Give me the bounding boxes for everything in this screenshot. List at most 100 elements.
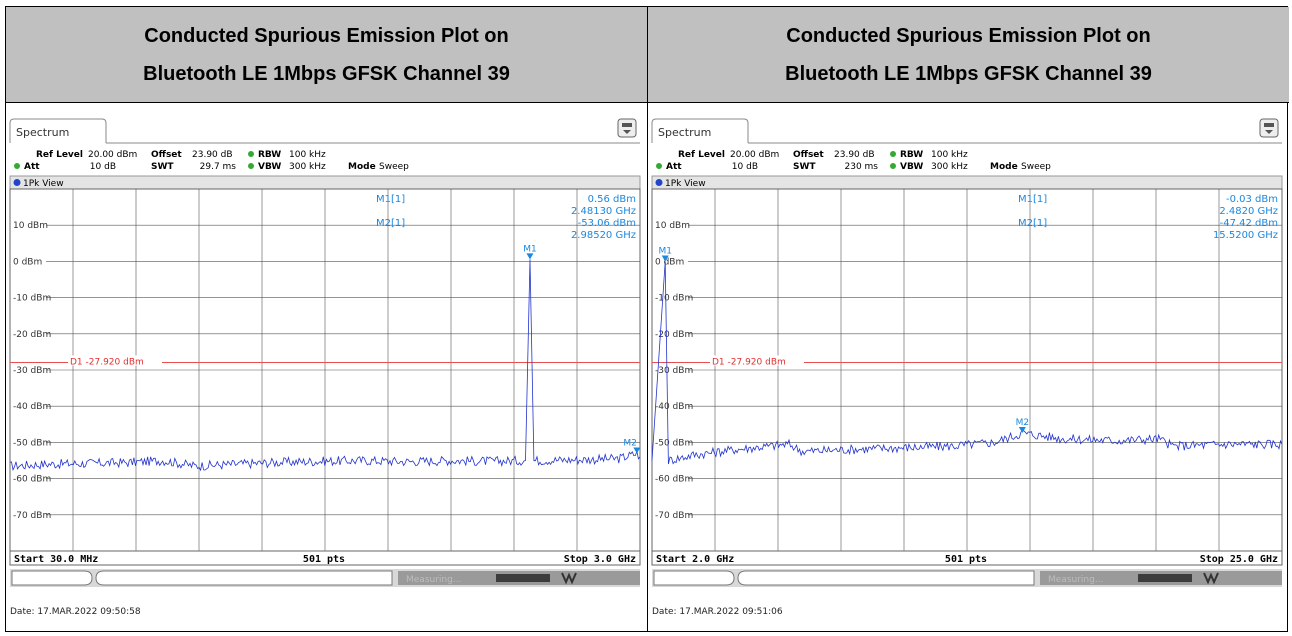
att-label: Att xyxy=(666,162,682,172)
trace-1 xyxy=(651,261,1283,465)
ref-level-value: 20.00 dBm xyxy=(88,150,137,160)
panel-title-line2: Bluetooth LE 1Mbps GFSK Channel 39 xyxy=(785,62,1152,85)
rbw-value: 100 kHz xyxy=(931,150,968,160)
display-config-icon[interactable] xyxy=(617,118,637,138)
swt-label: SWT xyxy=(151,162,174,172)
y-tick-label: -60 dBm xyxy=(13,475,51,485)
display-config-icon-bar xyxy=(622,123,632,127)
spectrum-tab-label[interactable]: Spectrum xyxy=(658,126,711,139)
spectrum-analyzer-display: Spectrum Ref Level 20.00 dBm Offset 23.90 dB… xyxy=(651,118,1283,617)
display-line-label-bg xyxy=(68,355,162,366)
vbw-label: VBW xyxy=(258,162,281,172)
marker-m1-point xyxy=(526,253,534,260)
marker-readout-frequency: 2.48130 GHz xyxy=(571,206,636,217)
y-tick-label: 0 dBm xyxy=(13,257,42,267)
panel-title-line1: Conducted Spurious Emission Plot on xyxy=(144,24,509,47)
progress-bar-icon xyxy=(496,574,550,582)
coupled-indicator-icon xyxy=(248,151,254,157)
chevron-down-icon xyxy=(623,130,631,134)
display-config-icon[interactable] xyxy=(1259,118,1279,138)
vbw-value: 300 kHz xyxy=(289,162,326,172)
panel-title-line2: Bluetooth LE 1Mbps GFSK Channel 39 xyxy=(143,62,510,85)
coupled-indicator-icon xyxy=(248,163,254,169)
marker-readout-level: -53.06 dBm xyxy=(578,218,636,229)
panel-header: Conducted Spurious Emission Plot on Blue… xyxy=(6,7,647,103)
y-tick-label: -30 dBm xyxy=(655,366,693,376)
y-tick-label: -40 dBm xyxy=(13,402,51,412)
marker-m1-label: M1 xyxy=(658,247,672,257)
rbw-value: 100 kHz xyxy=(289,150,326,160)
trace-indicator-icon xyxy=(13,179,21,186)
ref-level-value: 20.00 dBm xyxy=(730,150,779,160)
marker-m1-point xyxy=(661,255,669,262)
spectrum-analyzer-display: Spectrum Ref Level 20.00 dBm Offset 23.90 dB… xyxy=(9,118,641,617)
y-tick-label: -70 dBm xyxy=(13,511,51,521)
coupled-indicator-icon xyxy=(656,163,662,169)
y-tick-label: 10 dBm xyxy=(655,221,690,231)
panel-title-line1: Conducted Spurious Emission Plot on xyxy=(786,24,1151,47)
mode-label: Mode xyxy=(348,162,376,172)
ref-level-label: Ref Level xyxy=(678,150,725,160)
marker-readout-name: M2[1] xyxy=(1018,218,1047,229)
spectrum-screenshot: Spectrum Ref Level 20.00 dBm Offset 23.90 dB… xyxy=(648,103,1289,631)
y-tick-label: -60 dBm xyxy=(655,475,693,485)
y-tick-label: -50 dBm xyxy=(655,438,693,448)
offset-value: 23.90 dB xyxy=(834,150,875,160)
status-field-1[interactable] xyxy=(11,570,93,586)
marker-m1-label: M1 xyxy=(523,244,537,254)
y-tick-label: -30 dBm xyxy=(13,366,51,376)
display-line-label: D1 -27.920 dBm xyxy=(70,357,144,367)
marker-readout-name: M2[1] xyxy=(376,218,405,229)
stop-frequency-label: Stop 25.0 GHz xyxy=(1200,554,1278,565)
spectrum-tab-label[interactable]: Spectrum xyxy=(16,126,69,139)
coupled-indicator-icon xyxy=(890,151,896,157)
y-tick-label: -10 dBm xyxy=(655,294,693,304)
marker-readout-frequency: 2.98520 GHz xyxy=(571,230,636,241)
swt-value: 29.7 ms xyxy=(200,162,237,172)
points-label: 501 pts xyxy=(945,554,987,565)
activity-icon xyxy=(1203,572,1219,585)
spectrum-screenshot: Spectrum Ref Level 20.00 dBm Offset 23.90 dB… xyxy=(6,103,647,631)
chevron-down-icon xyxy=(1265,130,1273,134)
marker-readout-name: M1[1] xyxy=(1018,194,1047,205)
att-value: 10 dB xyxy=(90,162,116,172)
view-bar xyxy=(651,175,1283,190)
ref-level-label: Ref Level xyxy=(36,150,83,160)
frequency-footer xyxy=(651,550,1283,566)
status-field-2[interactable] xyxy=(737,570,1035,586)
report-table: Conducted Spurious Emission Plot on Blue… xyxy=(5,6,1289,632)
marker-readout-level: -0.03 dBm xyxy=(1226,194,1278,205)
marker-m2-point xyxy=(1018,427,1026,434)
timestamp: Date: 17.MAR.2022 09:51:06 xyxy=(652,607,783,617)
progress-bar-icon xyxy=(1138,574,1192,582)
view-label: 1Pk View xyxy=(23,179,64,189)
coupled-indicator-icon xyxy=(890,163,896,169)
offset-value: 23.90 dB xyxy=(192,150,233,160)
view-bar xyxy=(9,175,641,190)
display-line-label: D1 -27.920 dBm xyxy=(712,357,786,367)
coupled-indicator-icon xyxy=(14,163,20,169)
marker-m2-label: M2 xyxy=(623,438,637,448)
status-field-2[interactable] xyxy=(95,570,393,586)
mode-value: Sweep xyxy=(1021,162,1051,172)
activity-icon xyxy=(561,572,577,585)
timestamp: Date: 17.MAR.2022 09:50:58 xyxy=(10,607,141,617)
y-tick-label: -40 dBm xyxy=(655,402,693,412)
y-tick-label: -70 dBm xyxy=(655,511,693,521)
panel-column-right: Conducted Spurious Emission Plot on Blue… xyxy=(648,7,1289,631)
marker-readout-frequency: 2.4820 GHz xyxy=(1219,206,1278,217)
spectrum-tab[interactable] xyxy=(651,118,749,143)
marker-readout-level: -47.42 dBm xyxy=(1220,218,1278,229)
marker-m2-label: M2 xyxy=(1016,418,1030,428)
spectrum-tab[interactable] xyxy=(9,118,107,143)
stop-frequency-label: Stop 3.0 GHz xyxy=(564,554,636,565)
swt-value: 230 ms xyxy=(845,162,879,172)
offset-label: Offset xyxy=(793,150,824,160)
offset-label: Offset xyxy=(151,150,182,160)
status-field-1[interactable] xyxy=(653,570,735,586)
y-tick-label: -20 dBm xyxy=(13,330,51,340)
y-tick-label: 0 dBm xyxy=(655,257,684,267)
y-tick-label: -20 dBm xyxy=(655,330,693,340)
start-frequency-label: Start 2.0 GHz xyxy=(656,554,734,565)
trace-indicator-icon xyxy=(655,179,663,186)
